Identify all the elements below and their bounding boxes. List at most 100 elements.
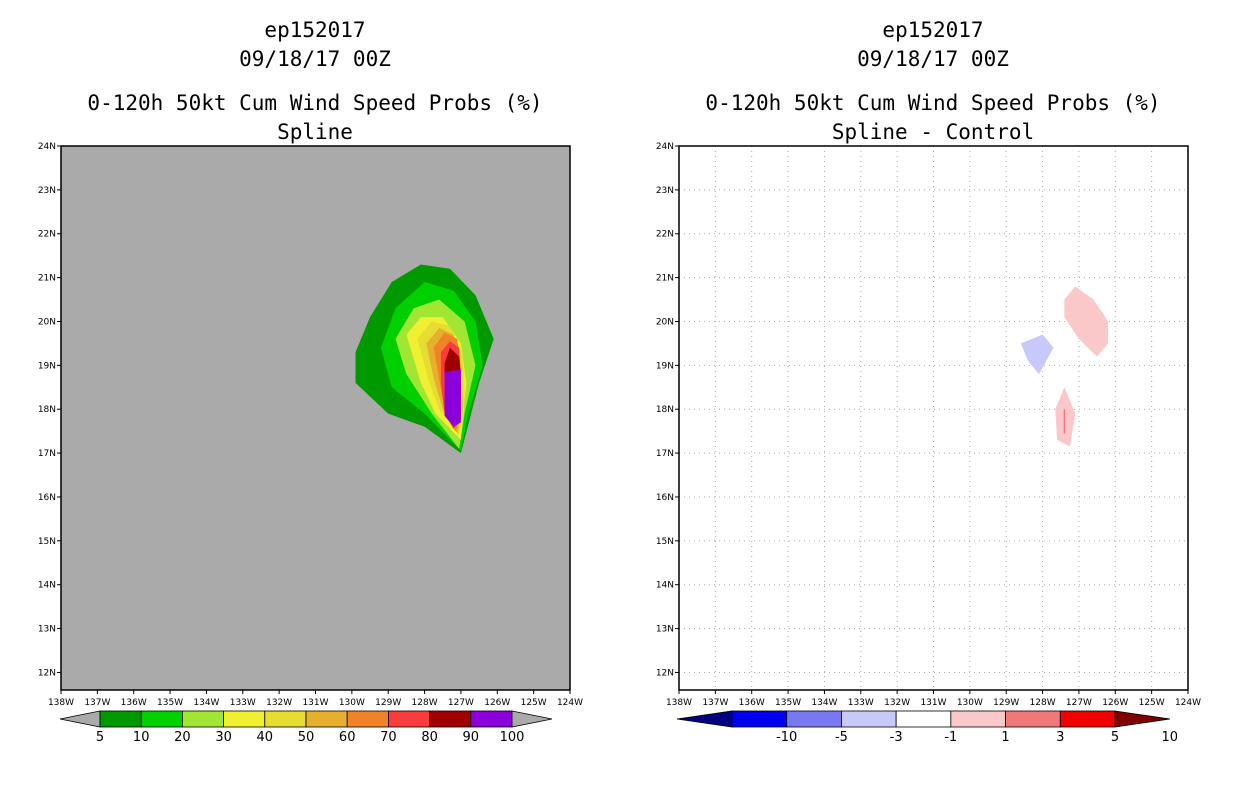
right-y-tick-label: 21N [656,274,674,284]
left-chart-subtitle: Spline [277,120,353,144]
right-colorbar-box [786,710,842,728]
left-colorbar-label: 60 [339,730,356,745]
right-y-tick-label: 13N [656,625,674,635]
left-colorbar-box [470,710,513,728]
left-x-tick-label: 134W [193,698,219,708]
right-contour-2 [1020,334,1054,375]
left-colorbar-box [387,710,430,728]
right-colorbar-low-triangle [676,710,733,728]
left-colorbar-box [181,710,224,728]
left-colorbar-box [429,710,472,728]
left-y-tick-label: 18N [38,405,56,415]
right-colorbar-label: -10 [776,730,797,745]
left-y-tick-label: 24N [38,142,56,152]
left-colorbar-box [346,710,389,728]
left-y-tick-label: 12N [38,668,56,678]
right-y-tick-label: 24N [656,142,674,152]
right-x-tick-label: 132W [884,698,910,708]
left-contour-9 [444,347,461,375]
left-x-tick-label: 124W [557,698,583,708]
left-y-tick-label: 16N [38,493,56,503]
right-x-axis: 138W 137W 136W 135W 134W 133W 132W 131W 130W 129W… [666,690,1201,708]
right-contour-4 [1063,409,1066,434]
left-x-tick-label: 131W [302,698,328,708]
right-colorbar-box [1005,710,1061,728]
right-x-tick-label: 124W [1175,698,1201,708]
right-x-tick-label: 135W [775,698,801,708]
left-y-tick-label: 20N [38,317,56,327]
left-y-axis: 12N 13N 14N 15N 16N 17N 18N 19N 20N 21N 22N 23N 24N [38,142,61,678]
left-contour-10 [444,369,461,427]
right-x-tick-label: 130W [957,698,983,708]
left-plot-background [61,146,570,690]
right-datetime: 09/18/17 00Z [857,47,1009,71]
left-x-tick-label: 128W [412,698,438,708]
right-y-tick-label: 19N [656,361,674,371]
left-x-tick-label: 137W [84,698,110,708]
right-chart-subtitle: Spline - Control [831,120,1035,144]
right-x-tick-label: 125W [1139,698,1165,708]
right-x-tick-label: 138W [666,698,692,708]
right-colorbar: -10 -5 -3 -1 1 3 5 10 [676,710,1178,745]
left-x-tick-label: 133W [230,698,256,708]
right-x-tick-label: 136W [739,698,765,708]
left-colorbar-high-triangle [511,710,553,728]
left-chart-title: 0-120h 50kt Cum Wind Speed Probs (%) [87,91,543,115]
right-x-tick-label: 127W [1066,698,1092,708]
left-colorbar-label: 5 [96,730,104,745]
left-y-tick-label: 15N [38,537,56,547]
right-x-tick-label: 129W [993,698,1019,708]
right-y-tick-label: 14N [656,581,674,591]
left-colorbar-label: 100 [500,730,525,745]
right-colorbar-label: -5 [835,730,848,745]
left-colorbar: 5 10 20 30 40 50 60 70 80 90 100 [59,710,553,745]
right-colorbar-box [950,710,1006,728]
left-x-tick-label: 126W [484,698,510,708]
left-colorbar-label: 30 [215,730,232,745]
right-y-tick-label: 20N [656,317,674,327]
left-colorbar-box [305,710,348,728]
right-colorbar-box [895,710,952,728]
left-x-tick-label: 127W [448,698,474,708]
right-colorbar-box [1059,710,1116,728]
left-x-tick-label: 125W [521,698,547,708]
right-plot-background [679,146,1188,690]
left-map-panel: 138W 137W 136W 135W 134W 133W 132W 131W 130W 129W… [38,142,583,745]
left-y-tick-label: 23N [38,186,56,196]
right-x-tick-label: 134W [811,698,837,708]
right-contours [1020,286,1108,447]
right-storm-id: ep152017 [882,18,984,42]
right-colorbar-label: -3 [890,730,903,745]
left-x-tick-label: 135W [157,698,183,708]
left-x-axis: 138W 137W 136W 135W 134W 133W 132W 131W 130W 129W… [48,690,583,708]
right-map-panel: 138W 137W 136W 135W 134W 133W 132W 131W 130W 129W… [656,142,1201,745]
right-colorbar-box [731,710,788,728]
left-colorbar-label: 40 [257,730,274,745]
left-colorbar-label: 10 [133,730,150,745]
left-y-tick-label: 14N [38,581,56,591]
right-y-tick-label: 12N [656,668,674,678]
left-colorbar-box [223,710,266,728]
right-y-tick-label: 17N [656,449,674,459]
right-x-tick-label: 137W [702,698,728,708]
right-colorbar-label: -1 [944,730,957,745]
left-colorbar-low-triangle [59,710,101,728]
right-x-tick-label: 133W [848,698,874,708]
right-colorbar-label: 3 [1056,730,1064,745]
left-x-tick-label: 130W [339,698,365,708]
left-y-tick-label: 22N [38,230,56,240]
right-x-tick-label: 128W [1030,698,1056,708]
right-colorbar-box [841,710,897,728]
right-y-axis: 12N 13N 14N 15N 16N 17N 18N 19N 20N 21N 22N 23N 24N [656,142,679,678]
left-y-tick-label: 19N [38,361,56,371]
right-y-tick-label: 15N [656,537,674,547]
right-y-tick-label: 18N [656,405,674,415]
left-colorbar-label: 20 [174,730,191,745]
right-y-tick-label: 16N [656,493,674,503]
left-datetime: 09/18/17 00Z [239,47,391,71]
right-y-tick-label: 23N [656,186,674,196]
left-contours [355,264,494,454]
left-x-tick-label: 138W [48,698,74,708]
left-colorbar-label: 80 [421,730,438,745]
